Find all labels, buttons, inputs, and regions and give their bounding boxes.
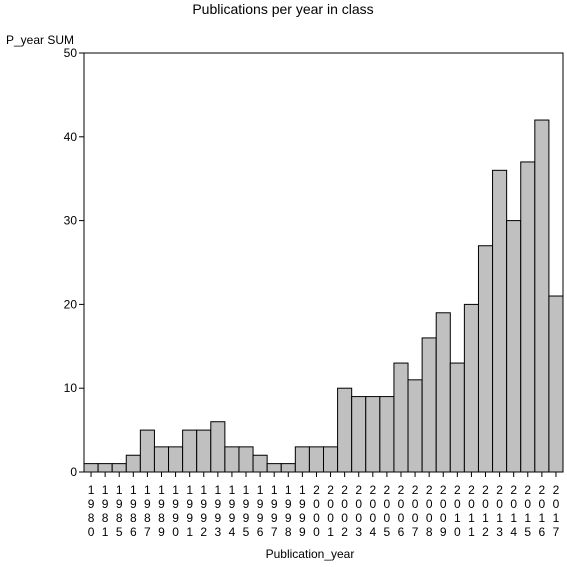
bar-2012	[477, 245, 494, 473]
bar-1999	[294, 446, 310, 473]
bar-2003	[351, 396, 367, 473]
bar-1986	[125, 454, 141, 473]
bar-1990	[168, 446, 184, 473]
bar-2017	[548, 295, 564, 473]
bar-2006	[393, 362, 409, 473]
y-tick-label: 10	[64, 381, 78, 395]
bar-1993	[210, 421, 226, 473]
bar-2011	[463, 303, 479, 473]
bar-2015	[520, 161, 536, 473]
y-tick-label: 20	[64, 297, 78, 311]
y-tick-label: 30	[64, 214, 78, 228]
y-tick-label: 0	[70, 465, 77, 479]
x-axis: 1 9 8 0 1 9 8 1 1 9 8 5 1 9 8 6 1 9 8 7 1 9 8 9 1 9 9 0 1 9 9 1 1 9 9 2 1 9 9 3…	[88, 472, 560, 539]
bar-1980	[83, 463, 99, 473]
bar-2005	[379, 396, 395, 473]
bar-2013	[492, 169, 508, 473]
bar-2016	[534, 119, 550, 473]
bar-1998	[280, 463, 296, 473]
chart-title: Publications per year in class	[192, 1, 373, 17]
bar-1997	[266, 463, 282, 473]
bar-1992	[196, 429, 212, 473]
bar-2000	[308, 446, 325, 473]
bar-2009	[435, 312, 451, 473]
bar-1985	[111, 463, 127, 473]
bar-1981	[97, 463, 113, 473]
bar-2014	[506, 220, 522, 473]
bar-1996	[252, 454, 268, 473]
y-axis: 0 10 20 30 40 50	[64, 46, 84, 479]
bar-1994	[224, 446, 240, 473]
y-tick-label: 50	[64, 46, 78, 60]
y-axis-title: P_year SUM	[6, 33, 74, 47]
plot-frame	[83, 52, 564, 473]
x-axis-title: Publication_year	[266, 547, 355, 561]
bar-1989	[153, 446, 170, 473]
bar-2002	[337, 387, 353, 473]
bar-2008	[421, 337, 437, 473]
bar-1987	[139, 429, 155, 473]
bar-1995	[238, 446, 254, 473]
bar-2007	[407, 379, 423, 473]
bars-group	[83, 119, 564, 473]
y-tick-label: 40	[64, 130, 78, 144]
bar-1991	[182, 429, 198, 473]
bar-2004	[365, 396, 381, 473]
bar-2001	[323, 446, 339, 473]
bar-2010	[449, 362, 465, 473]
